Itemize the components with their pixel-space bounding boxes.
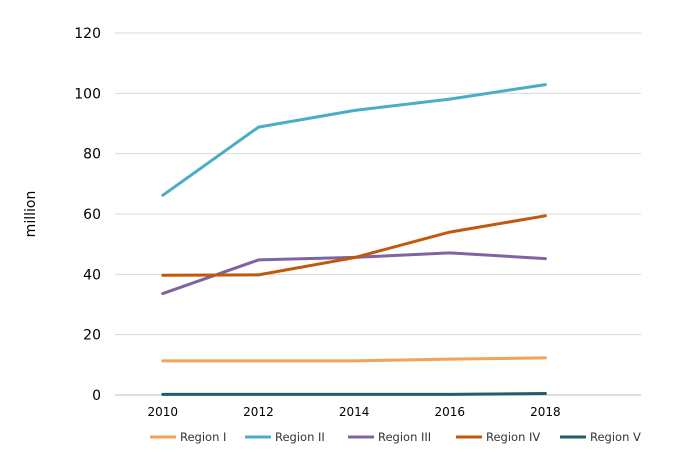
legend: Region I Region II Region III Region IV Regi… xyxy=(150,430,641,444)
y-tick-label: 60 xyxy=(83,207,101,223)
series-line-region-v xyxy=(161,392,547,396)
y-tick-label: 80 xyxy=(83,147,101,163)
series-line-region-ii xyxy=(161,83,547,197)
legend-label: Region V xyxy=(590,430,641,444)
legend-label: Region III xyxy=(378,430,431,444)
y-tick-label: 120 xyxy=(74,26,101,42)
y-axis-label: million xyxy=(23,191,39,238)
y-tick-label: 20 xyxy=(83,328,101,344)
legend-label: Region IV xyxy=(486,430,540,444)
y-tick-label: 40 xyxy=(83,267,101,283)
series-line-region-iv xyxy=(161,214,547,277)
x-tick-label: 2010 xyxy=(148,405,179,419)
y-tick-label: 100 xyxy=(74,86,101,102)
legend-label: Region I xyxy=(180,430,226,444)
x-tick-label: 2018 xyxy=(530,405,561,419)
tick-labels: 0 20 40 60 80 100 120 2010 2012 2014 2016 2018 xyxy=(74,26,560,419)
x-tick-label: 2012 xyxy=(243,405,274,419)
y-tick-label: 0 xyxy=(92,388,101,404)
x-tick-label: 2016 xyxy=(434,405,465,419)
grid-lines xyxy=(115,32,641,336)
series-lines xyxy=(161,83,547,396)
series-line-region-i xyxy=(161,356,547,363)
x-tick-label: 2014 xyxy=(339,405,370,419)
legend-label: Region II xyxy=(275,430,325,444)
